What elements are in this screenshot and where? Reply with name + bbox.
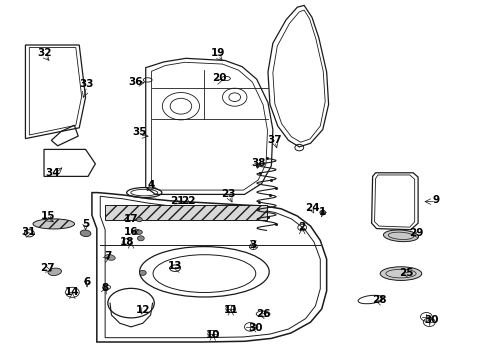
Text: 9: 9 (432, 195, 439, 205)
Text: 21: 21 (169, 196, 184, 206)
Text: 14: 14 (65, 287, 80, 297)
Text: 6: 6 (83, 276, 90, 287)
Text: 25: 25 (399, 268, 413, 278)
Text: 36: 36 (128, 77, 143, 87)
Text: 15: 15 (41, 211, 55, 221)
Text: 34: 34 (45, 168, 60, 178)
Text: 20: 20 (211, 73, 226, 84)
Text: 4: 4 (147, 180, 155, 190)
Circle shape (133, 229, 140, 234)
Text: 13: 13 (167, 261, 182, 271)
Text: 27: 27 (41, 263, 55, 273)
Text: 33: 33 (80, 78, 94, 89)
Text: 37: 37 (267, 135, 282, 145)
Circle shape (139, 270, 146, 275)
Circle shape (137, 236, 144, 241)
Text: 3: 3 (249, 240, 256, 250)
Text: 7: 7 (103, 251, 111, 261)
Text: 5: 5 (82, 219, 89, 229)
Text: 23: 23 (221, 189, 236, 199)
Text: 24: 24 (304, 203, 319, 213)
Ellipse shape (104, 255, 115, 260)
Text: 31: 31 (21, 227, 36, 237)
Text: 30: 30 (247, 323, 262, 333)
Ellipse shape (48, 268, 61, 275)
Text: 22: 22 (181, 196, 195, 206)
Text: 8: 8 (102, 283, 108, 293)
Bar (105, 205, 266, 220)
Text: 35: 35 (132, 127, 146, 138)
Ellipse shape (33, 219, 74, 229)
Ellipse shape (379, 267, 421, 280)
Circle shape (319, 210, 325, 215)
Ellipse shape (80, 230, 91, 237)
Circle shape (136, 230, 142, 234)
Text: 28: 28 (371, 294, 386, 305)
Text: 2: 2 (298, 222, 305, 232)
Text: 26: 26 (255, 309, 270, 319)
Text: 30: 30 (423, 315, 438, 325)
Text: 19: 19 (210, 48, 224, 58)
Circle shape (136, 217, 142, 222)
Text: 38: 38 (250, 158, 265, 168)
Text: 18: 18 (120, 237, 134, 247)
Text: 12: 12 (135, 305, 150, 315)
Text: 16: 16 (123, 227, 138, 237)
Text: 17: 17 (123, 214, 138, 224)
Text: 32: 32 (38, 48, 52, 58)
Text: 10: 10 (205, 330, 220, 340)
Ellipse shape (383, 230, 418, 242)
Text: 11: 11 (223, 305, 238, 315)
Text: 29: 29 (408, 228, 423, 238)
Text: 1: 1 (319, 207, 325, 217)
